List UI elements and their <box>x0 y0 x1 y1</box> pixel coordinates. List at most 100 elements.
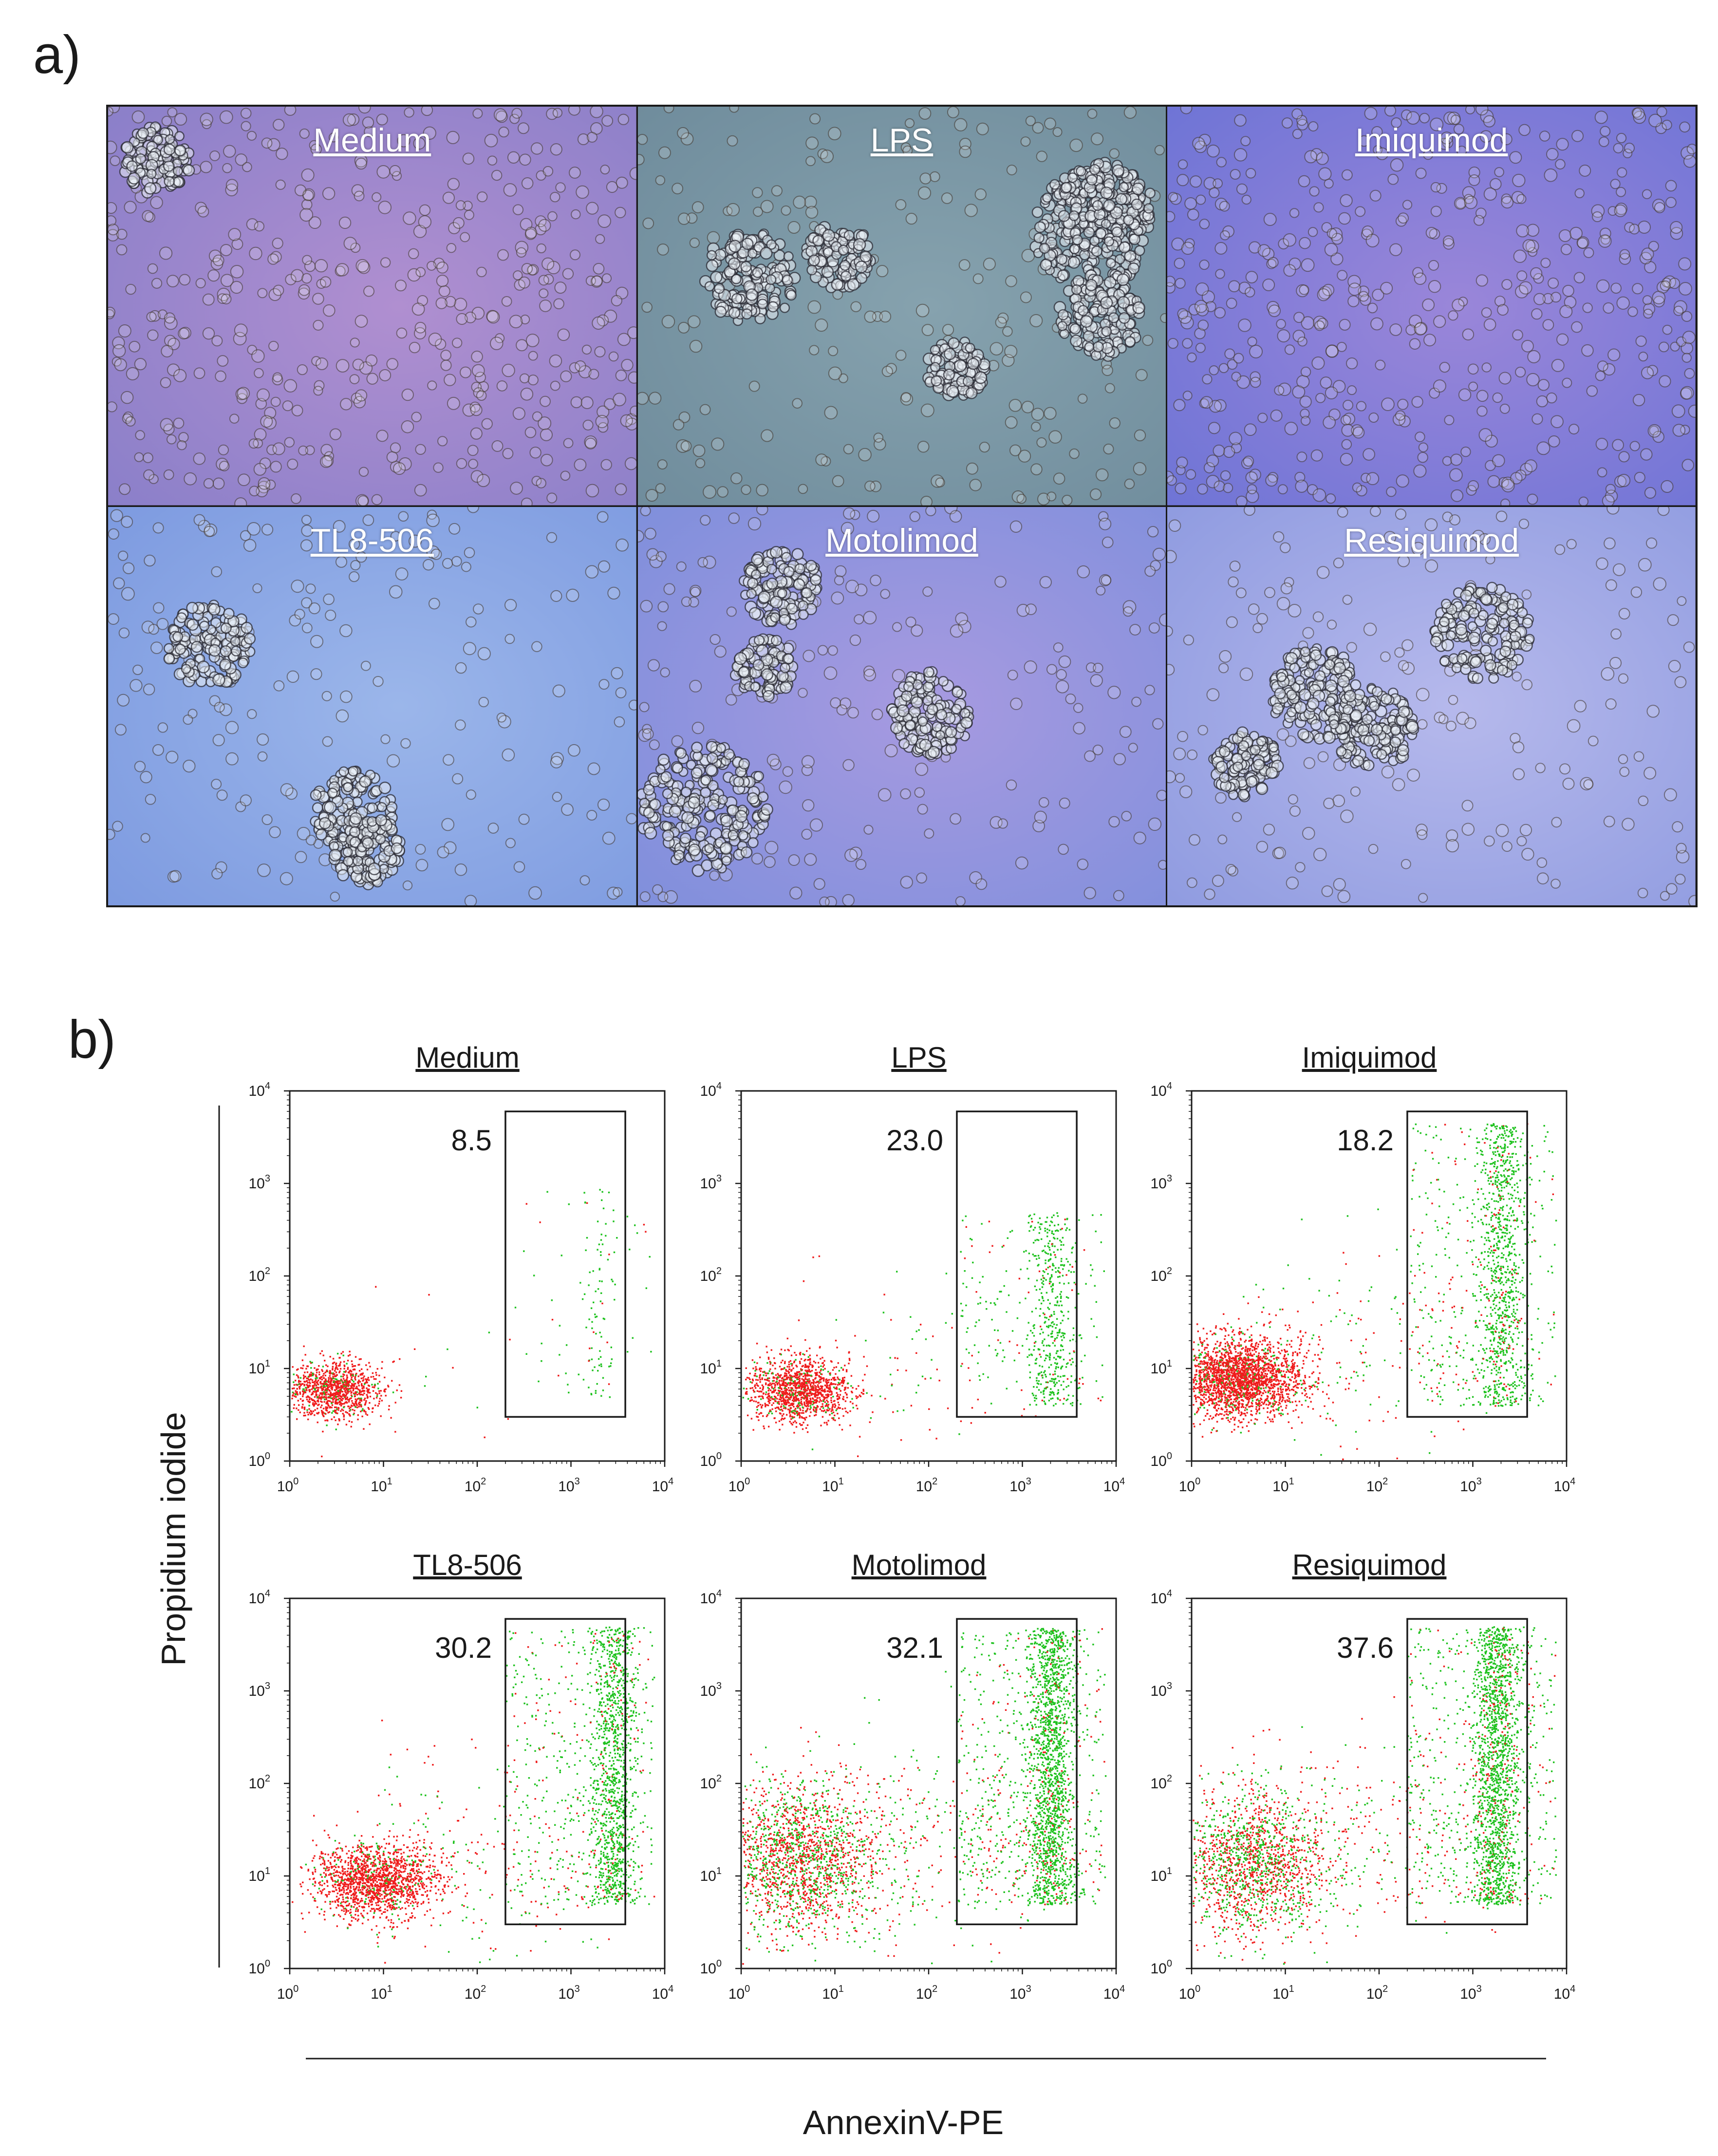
event-dots <box>292 1626 655 1964</box>
y-tick-label: 100 <box>1151 1958 1173 1977</box>
event-dots <box>1193 1123 1557 1461</box>
panel-a-label: a) <box>33 28 81 82</box>
event-dots <box>742 1628 1107 1965</box>
flow-plot-motolimod: Motolimod 32.1 100 101 102 103 104 100 101 102 103… <box>700 1549 1125 2002</box>
micrograph-title: Resiquimod <box>1167 522 1696 560</box>
panel-b-label: b) <box>68 1013 116 1067</box>
x-tick-label: 102 <box>1366 1476 1388 1495</box>
micrograph-title: LPS <box>638 121 1166 159</box>
y-tick-label: 100 <box>249 1451 271 1469</box>
gate-box <box>1406 1618 1528 1926</box>
plot-title: Medium <box>415 1041 519 1074</box>
y-tick-label: 104 <box>1151 1588 1173 1607</box>
x-tick-label: 101 <box>371 1476 392 1495</box>
plot-title: Imiquimod <box>1302 1041 1437 1074</box>
y-tick-label: 101 <box>700 1358 722 1377</box>
x-tick-label: 104 <box>652 1984 674 2002</box>
x-tick-label: 104 <box>1554 1476 1576 1495</box>
y-axis-label: Propidium iodide <box>154 1412 192 1666</box>
y-tick-label: 104 <box>249 1081 271 1099</box>
x-tick-label: 100 <box>277 1476 299 1495</box>
micrograph-motolimod: Motolimod <box>637 506 1166 905</box>
gate-percent: 32.1 <box>886 1631 943 1664</box>
y-tick-label: 104 <box>249 1588 271 1607</box>
y-tick-label: 104 <box>700 1588 722 1607</box>
gate-box <box>956 1110 1078 1418</box>
x-tick-label: 101 <box>1272 1984 1294 2002</box>
plot-title: Motolimod <box>852 1549 987 1581</box>
micrograph-title: TL8-506 <box>108 522 636 560</box>
x-tick-label: 104 <box>652 1476 674 1495</box>
flow-plot-lps: LPS 23.0 100 101 102 103 104 100 101 102 103 104 <box>700 1041 1125 1495</box>
x-tick-label: 100 <box>277 1984 299 2002</box>
gate-percent: 30.2 <box>435 1631 492 1664</box>
event-dots <box>1193 1626 1557 1965</box>
flow-plot-resiquimod: Resiquimod 37.6 100 101 102 103 104 100 101 102 10… <box>1151 1549 1576 2002</box>
flow-plot-imiquimod: Imiquimod 18.2 100 101 102 103 104 100 101 102 103… <box>1151 1041 1576 1495</box>
x-tick-label: 101 <box>822 1984 844 2002</box>
gate-percent: 23.0 <box>886 1124 943 1157</box>
micrograph-image <box>108 506 636 905</box>
y-tick-label: 104 <box>700 1081 722 1099</box>
flow-plot-medium: Medium 8.5 100 101 102 103 104 100 101 102 103 104 <box>249 1041 674 1495</box>
y-tick-label: 100 <box>700 1451 722 1469</box>
x-tick-label: 103 <box>1009 1984 1031 2002</box>
x-tick-label: 103 <box>558 1476 580 1495</box>
micrograph-image <box>1167 506 1696 905</box>
micrograph-imiquimod: Imiquimod <box>1167 107 1696 506</box>
x-tick-label: 101 <box>822 1476 844 1495</box>
micrograph-tl8-506: TL8-506 <box>108 506 636 905</box>
x-tick-label: 102 <box>465 1984 486 2002</box>
x-tick-label: 102 <box>465 1476 486 1495</box>
x-tick-label: 102 <box>1366 1984 1388 2002</box>
x-tick-label: 104 <box>1103 1984 1125 2002</box>
x-tick-label: 101 <box>1272 1476 1294 1495</box>
micrograph-image <box>637 506 1166 905</box>
x-tick-label: 103 <box>558 1984 580 2002</box>
gate-box <box>504 1618 626 1926</box>
y-tick-label: 100 <box>249 1958 271 1977</box>
y-tick-label: 103 <box>700 1681 722 1699</box>
micrograph-grid: Medium LPS Imiquimod TL8-506 Motolimod Resiqu… <box>106 105 1698 907</box>
x-tick-label: 103 <box>1009 1476 1031 1495</box>
micrograph-title: Medium <box>108 121 636 159</box>
y-tick-label: 101 <box>1151 1866 1173 1884</box>
event-dots <box>291 1189 652 1458</box>
gate-percent: 18.2 <box>1337 1124 1394 1157</box>
y-tick-label: 103 <box>249 1681 271 1699</box>
gate-box <box>504 1110 626 1418</box>
y-tick-label: 102 <box>249 1773 271 1792</box>
micrograph-title: Motolimod <box>638 522 1166 560</box>
x-tick-label: 104 <box>1103 1476 1125 1495</box>
y-tick-label: 102 <box>700 1266 722 1284</box>
plot-title: LPS <box>891 1041 946 1074</box>
micrograph-title: Imiquimod <box>1167 121 1696 159</box>
y-tick-label: 103 <box>700 1173 722 1192</box>
y-tick-label: 101 <box>249 1866 271 1884</box>
event-dots <box>742 1212 1105 1457</box>
micrograph-lps: LPS <box>637 107 1166 506</box>
x-tick-label: 102 <box>916 1476 938 1495</box>
y-tick-label: 101 <box>1151 1358 1173 1377</box>
y-tick-label: 103 <box>249 1173 271 1192</box>
x-tick-label: 103 <box>1460 1476 1482 1495</box>
gate-percent: 37.6 <box>1337 1631 1394 1664</box>
x-tick-label: 100 <box>1179 1476 1201 1495</box>
x-tick-label: 104 <box>1554 1984 1576 2002</box>
x-tick-label: 100 <box>728 1476 750 1495</box>
x-tick-label: 102 <box>916 1984 938 2002</box>
y-tick-label: 103 <box>1151 1173 1173 1192</box>
micrograph-image <box>108 107 636 506</box>
micrograph-resiquimod: Resiquimod <box>1167 506 1696 905</box>
y-tick-label: 104 <box>1151 1081 1173 1099</box>
y-tick-label: 102 <box>1151 1773 1173 1792</box>
plot-title: Resiquimod <box>1292 1549 1447 1581</box>
x-axis-label: AnnexinV-PE <box>803 2103 1004 2141</box>
plot-title: TL8-506 <box>413 1549 522 1581</box>
x-tick-label: 101 <box>371 1984 392 2002</box>
y-tick-label: 102 <box>1151 1266 1173 1284</box>
y-tick-label: 100 <box>700 1958 722 1977</box>
gate-box <box>956 1618 1078 1926</box>
micrograph-medium: Medium <box>108 107 636 506</box>
